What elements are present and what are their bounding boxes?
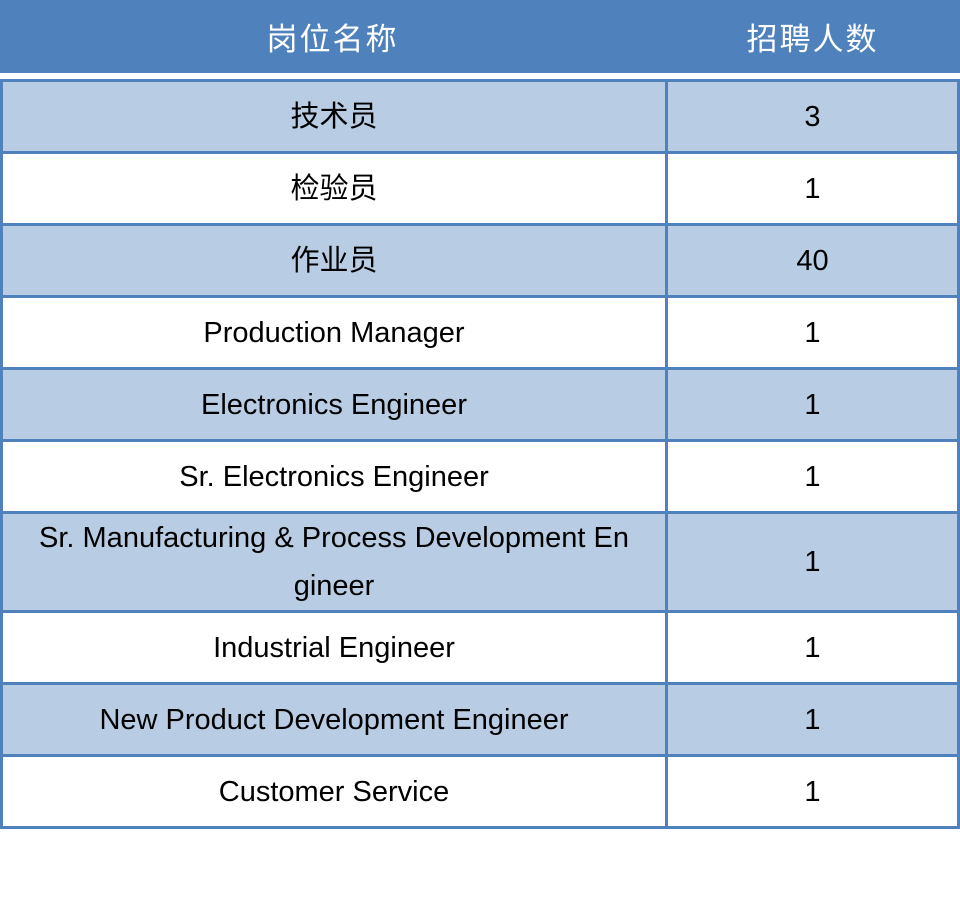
table-row: Production Manager 1 bbox=[0, 295, 960, 370]
count-cell: 1 bbox=[665, 295, 960, 370]
count-cell: 3 bbox=[665, 79, 960, 154]
recruitment-table: 技术员 3 检验员 1 作业员 40 Production Manager 1 … bbox=[0, 79, 960, 829]
table-body: 技术员 3 检验员 1 作业员 40 Production Manager 1 … bbox=[0, 79, 960, 829]
count-cell: 1 bbox=[665, 367, 960, 442]
table-row: Electronics Engineer 1 bbox=[0, 367, 960, 442]
position-cell: Customer Service bbox=[0, 754, 668, 829]
table-row: New Product Development Engineer 1 bbox=[0, 682, 960, 757]
table-row: 检验员 1 bbox=[0, 151, 960, 226]
table-row: Customer Service 1 bbox=[0, 754, 960, 829]
position-cell: Industrial Engineer bbox=[0, 610, 668, 685]
count-cell: 1 bbox=[665, 151, 960, 226]
count-cell: 1 bbox=[665, 682, 960, 757]
position-cell: 技术员 bbox=[0, 79, 668, 154]
position-cell: Electronics Engineer bbox=[0, 367, 668, 442]
count-cell: 1 bbox=[665, 511, 960, 613]
count-cell: 1 bbox=[665, 439, 960, 514]
table-row: 技术员 3 bbox=[0, 79, 960, 154]
position-cell: Sr. Electronics Engineer bbox=[0, 439, 668, 514]
table-row: Sr. Electronics Engineer 1 bbox=[0, 439, 960, 514]
position-cell: 作业员 bbox=[0, 223, 668, 298]
column-header-count: 招聘人数 bbox=[746, 22, 879, 57]
position-cell: Production Manager bbox=[0, 295, 668, 370]
position-cell: 检验员 bbox=[0, 151, 668, 226]
count-cell: 1 bbox=[665, 610, 960, 685]
count-cell: 40 bbox=[665, 223, 960, 298]
count-cell: 1 bbox=[665, 754, 960, 829]
column-header-position: 岗位名称 bbox=[266, 22, 399, 57]
table-row: Sr. Manufacturing & Process Development … bbox=[0, 511, 960, 613]
table-row: 作业员 40 bbox=[0, 223, 960, 298]
position-cell: Sr. Manufacturing & Process Development … bbox=[0, 511, 668, 613]
table-row: Industrial Engineer 1 bbox=[0, 610, 960, 685]
position-cell: New Product Development Engineer bbox=[0, 682, 668, 757]
table-header-row: 岗位名称 招聘人数 bbox=[0, 0, 960, 73]
